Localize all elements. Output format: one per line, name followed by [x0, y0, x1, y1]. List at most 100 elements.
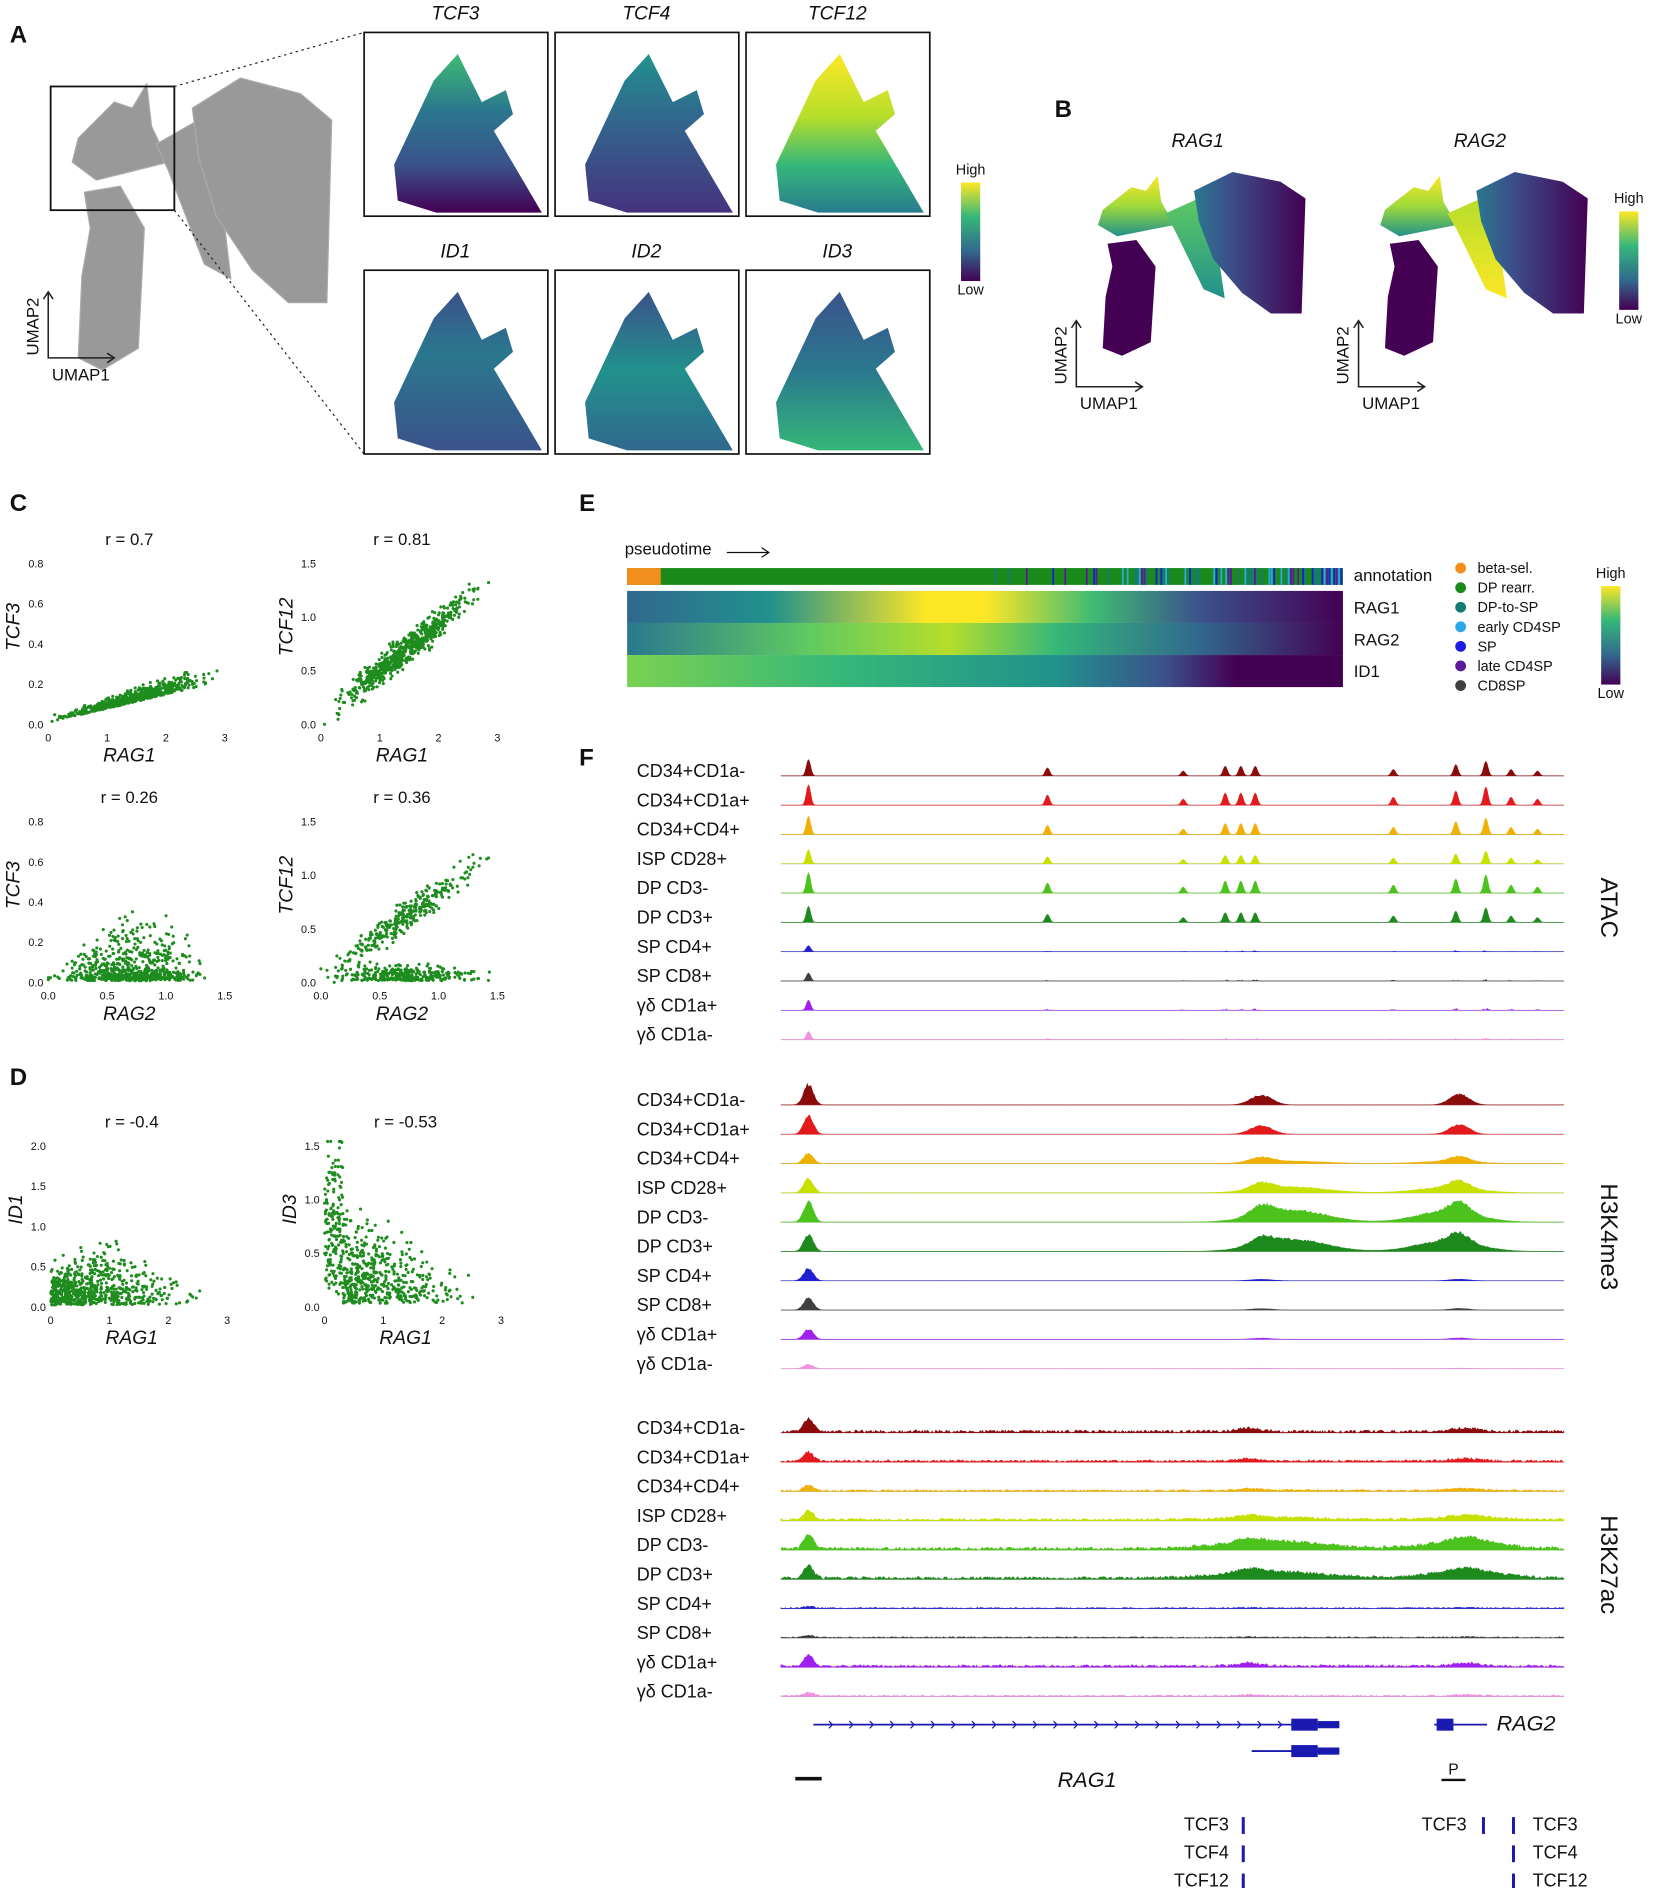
cell-point [370, 1258, 374, 1262]
cell-point [117, 1261, 121, 1266]
cell-point [405, 1263, 409, 1267]
cell-point [143, 969, 147, 973]
cell-point [146, 1302, 150, 1306]
cell-point [331, 1250, 335, 1254]
cell-point [164, 948, 168, 952]
annotation-stripe [1145, 568, 1148, 585]
cell-point [460, 1301, 464, 1305]
cell-point [124, 933, 128, 938]
cell-point [106, 702, 110, 706]
cell-point [344, 1245, 348, 1249]
cell-point [91, 707, 95, 711]
cell-point [180, 683, 184, 687]
cell-point [455, 600, 459, 604]
cell-point [454, 595, 458, 599]
motif-label: TCF3 [1533, 1814, 1578, 1834]
x-tick-label: 2 [436, 732, 442, 744]
cell-point [354, 1266, 359, 1270]
cell-point [65, 1286, 69, 1290]
cell-point [150, 1284, 154, 1288]
cell-point [357, 1264, 362, 1268]
cell-point [171, 1281, 176, 1285]
cell-point [56, 1280, 60, 1284]
cell-point [78, 964, 82, 968]
y-tick-label: 0.6 [28, 857, 43, 869]
cell-point [110, 1277, 114, 1282]
sample-label: CD34+CD1a- [637, 761, 746, 781]
cell-point [476, 587, 480, 591]
cell-point [434, 631, 438, 635]
cell-point [374, 662, 378, 666]
cell-point [215, 669, 219, 673]
cell-point [415, 919, 419, 923]
sample-label: γδ CD1a+ [637, 1652, 718, 1672]
cell-point [93, 1286, 97, 1290]
umap-cells [191, 77, 333, 304]
cell-point [54, 1294, 59, 1298]
cell-point [125, 948, 129, 952]
cell-point [93, 1267, 97, 1272]
cell-point [476, 977, 480, 981]
cell-point [349, 1267, 353, 1271]
cell-point [431, 632, 435, 636]
cell-point [459, 876, 463, 880]
cell-point [399, 660, 403, 664]
cell-point [89, 1285, 93, 1289]
cell-point [333, 1158, 337, 1162]
cell-point [400, 654, 404, 658]
cell-point [70, 1267, 74, 1271]
cell-point [384, 1269, 388, 1273]
x-tick-label: 0.0 [41, 991, 56, 1003]
cell-point [338, 696, 342, 700]
cell-point [390, 977, 394, 981]
cell-point [110, 969, 114, 973]
cell-point [156, 966, 160, 970]
annotation-stripe [1290, 568, 1292, 585]
cell-point [103, 1259, 107, 1263]
cell-point [65, 1274, 69, 1278]
cell-point [82, 704, 86, 708]
annotation-stripe [1095, 568, 1098, 585]
cell-point [365, 948, 369, 952]
cell-point [134, 957, 138, 961]
cell-point [409, 921, 414, 925]
cell-point [139, 1301, 143, 1305]
legend-label: beta-sel. [1477, 561, 1532, 577]
cell-point [468, 872, 472, 876]
cell-point [194, 1296, 198, 1300]
cell-point [110, 705, 114, 709]
cell-point [107, 1276, 111, 1281]
cell-point [131, 1290, 135, 1294]
annotation-stripe [1237, 568, 1240, 585]
cell-point [327, 1286, 331, 1290]
cell-point [351, 951, 355, 955]
annotation-stripe [1340, 568, 1343, 585]
zoom-line [174, 31, 365, 88]
cell-point [144, 978, 148, 982]
cell-point [428, 646, 432, 650]
x-tick-label: 0 [45, 732, 51, 744]
cell-point [171, 689, 176, 693]
cell-point [445, 619, 449, 623]
cell-point [60, 1291, 64, 1296]
cell-point [68, 1282, 72, 1286]
cell-point [130, 1279, 134, 1283]
cell-point [388, 1296, 392, 1300]
cell-point [88, 1271, 92, 1275]
cell-point [126, 1296, 130, 1300]
cell-point [399, 1261, 403, 1265]
cell-point [127, 939, 131, 943]
cell-point [148, 934, 152, 938]
gene-title: ID2 [631, 241, 661, 262]
cell-point [363, 699, 367, 703]
cell-point [119, 946, 123, 950]
cell-point [334, 1251, 338, 1256]
cell-point [133, 1265, 137, 1269]
cell-point [51, 1294, 56, 1298]
cell-point [339, 967, 344, 971]
x-tick-label: 0.5 [372, 991, 387, 1003]
cell-point [104, 978, 108, 982]
cell-point [167, 973, 171, 977]
cell-point [185, 676, 190, 680]
cell-point [158, 1287, 162, 1291]
